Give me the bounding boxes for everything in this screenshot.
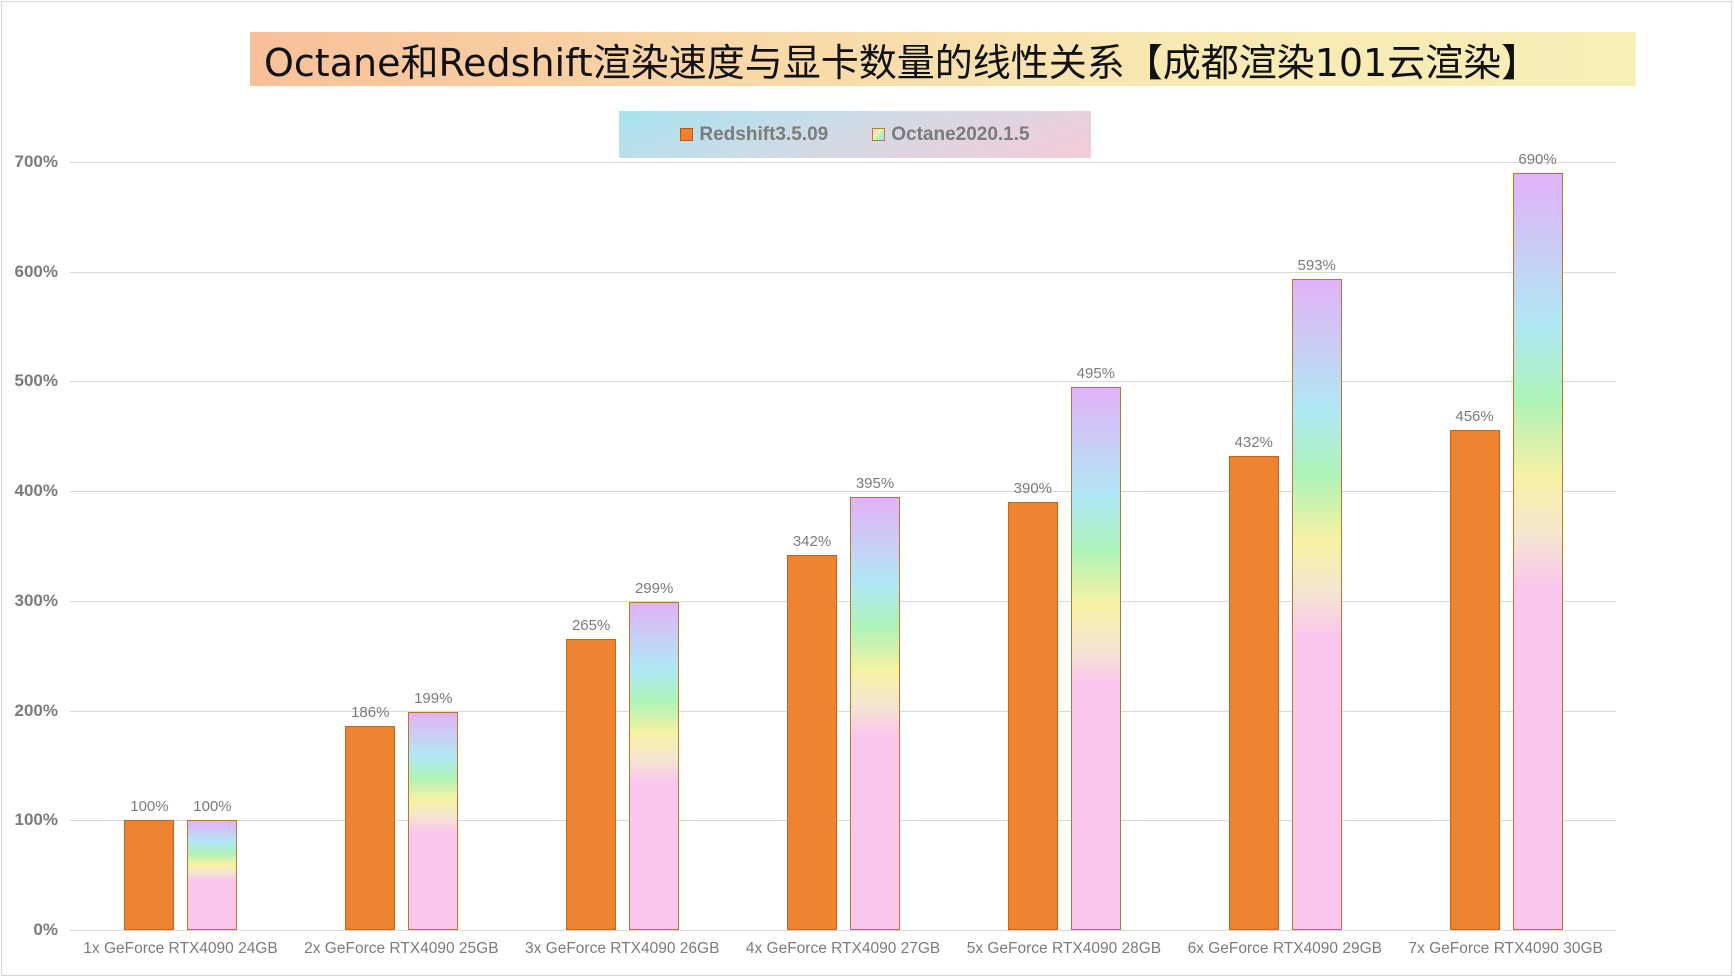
y-axis-tick-label: 200%: [14, 701, 58, 720]
legend-item-redshift[interactable]: Redshift3.5.09: [680, 124, 828, 146]
octane-bar[interactable]: [1512, 172, 1563, 930]
redshift-bar[interactable]: [787, 554, 837, 930]
redshift-bar[interactable]: [1007, 502, 1058, 930]
x-axis-category-label: 2x GeForce RTX4090 25GB: [304, 940, 499, 957]
data-label: 456%: [1455, 407, 1494, 425]
x-axis-category-label: 6x GeForce RTX4090 29GB: [1187, 940, 1382, 957]
x-axis-category-label: 3x GeForce RTX4090 26GB: [524, 940, 720, 957]
gridline: [70, 381, 1616, 382]
data-label: 342%: [792, 532, 832, 550]
gridline: [70, 272, 1616, 273]
data-label: 495%: [1076, 364, 1116, 382]
octane-bar[interactable]: [629, 601, 680, 930]
y-axis-tick-label: 300%: [14, 591, 58, 610]
y-axis-tick-label: 500%: [14, 371, 58, 390]
gridline: [70, 711, 1616, 712]
y-axis-tick-label: 100%: [14, 810, 58, 829]
gridline: [70, 491, 1616, 492]
x-axis-category-label: 4x GeForce RTX4090 27GB: [745, 940, 941, 957]
data-label: 395%: [855, 474, 895, 492]
legend-label-redshift: Redshift3.5.09: [699, 123, 829, 145]
data-label: 299%: [634, 579, 674, 597]
octane-bar[interactable]: [187, 820, 238, 930]
redshift-bar[interactable]: [124, 820, 175, 930]
y-axis-tick-label: 400%: [14, 481, 58, 500]
gridline: [70, 930, 1616, 931]
gridline: [70, 601, 1616, 602]
x-axis-category-label: 7x GeForce RTX4090 30GB: [1408, 940, 1603, 957]
legend-label-octane: Octane2020.1.5: [891, 123, 1030, 145]
chart-title-banner: Octane和Redshift渲染速度与显卡数量的线性关系【成都渲染101云渲染…: [250, 32, 1636, 86]
legend-swatch-octane-icon: [872, 128, 886, 141]
data-label: 390%: [1013, 480, 1053, 498]
chart-title: Octane和Redshift渲染速度与显卡数量的线性关系【成都渲染101云渲染…: [264, 40, 1540, 85]
data-label: 432%: [1234, 434, 1273, 452]
y-axis-tick-label: 600%: [14, 262, 58, 281]
octane-bar[interactable]: [408, 711, 459, 930]
legend: Redshift3.5.09 Octane2020.1.5: [619, 111, 1091, 158]
gridline: [70, 162, 1616, 163]
legend-swatch-redshift-icon: [680, 128, 694, 141]
data-label: 199%: [414, 689, 453, 707]
octane-bar[interactable]: [1070, 386, 1121, 930]
legend-item-octane[interactable]: Octane2020.1.5: [872, 123, 1030, 146]
data-label: 100%: [130, 798, 169, 816]
x-axis-category-label: 5x GeForce RTX4090 28GB: [966, 940, 1162, 957]
data-label: 265%: [571, 617, 611, 635]
gridline: [70, 820, 1616, 821]
octane-bar[interactable]: [1291, 279, 1342, 930]
data-label: 100%: [193, 798, 232, 816]
data-label: 186%: [351, 703, 390, 721]
octane-bar[interactable]: [850, 496, 900, 930]
y-axis-tick-label: 700%: [14, 152, 58, 171]
redshift-bar[interactable]: [1228, 456, 1279, 930]
redshift-bar[interactable]: [1449, 429, 1500, 930]
x-axis-category-label: 1x GeForce RTX4090 24GB: [83, 940, 278, 957]
y-axis-tick-label: 0%: [33, 920, 58, 939]
redshift-bar[interactable]: [566, 639, 617, 930]
data-label: 593%: [1297, 257, 1336, 275]
data-label: 690%: [1518, 150, 1557, 168]
redshift-bar[interactable]: [345, 725, 396, 930]
